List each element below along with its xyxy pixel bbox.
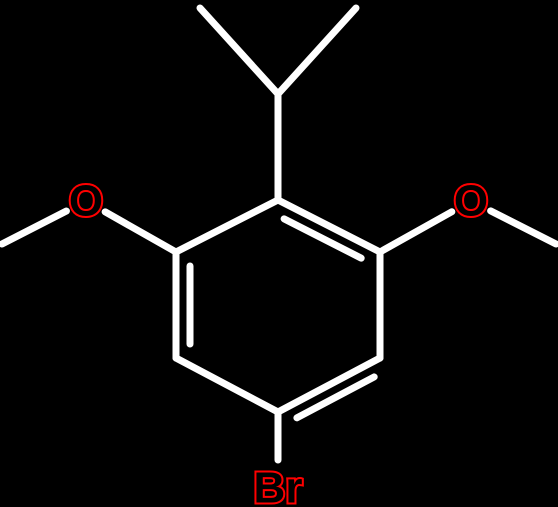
chemical-structure-diagram: O O Br bbox=[0, 0, 558, 507]
bond bbox=[176, 358, 278, 412]
atom-label-br: Br bbox=[254, 464, 303, 507]
bond bbox=[2, 211, 66, 244]
bond bbox=[380, 212, 452, 252]
bond bbox=[105, 212, 176, 252]
bond bbox=[491, 211, 556, 244]
bond bbox=[200, 8, 278, 94]
atom-label-o: O bbox=[454, 177, 488, 226]
bond bbox=[176, 200, 278, 252]
atom-label-o: O bbox=[69, 177, 103, 226]
bond bbox=[278, 8, 356, 94]
